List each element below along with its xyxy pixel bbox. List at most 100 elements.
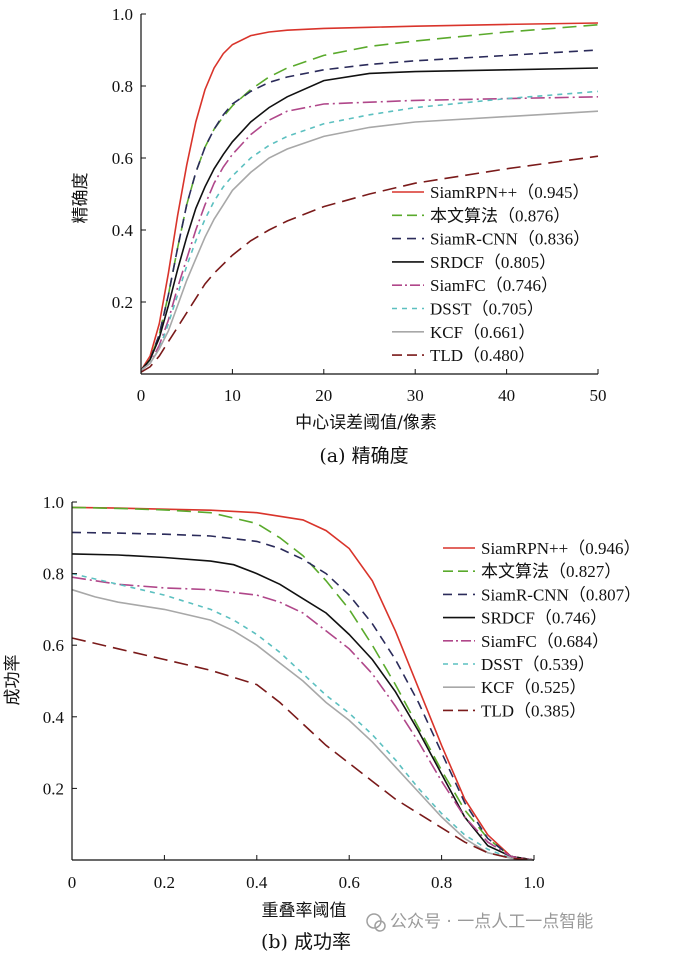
y-tick-label: 0.8 [43, 565, 64, 584]
watermark: 公众号 · 一点人工一点智能 [366, 912, 593, 932]
legend-label: DSST（0.539） [481, 655, 595, 674]
x-tick-label: 0 [137, 386, 146, 405]
y-tick-label: 0.4 [112, 221, 134, 240]
legend-label: SiamRPN++（0.945） [430, 183, 589, 202]
x-tick-label: 1.0 [523, 873, 544, 892]
legend: SiamRPN++（0.945） 本文算法（0.876） SiamR-CNN （0.8… [392, 183, 590, 365]
legend-series-score: （0.945） [517, 183, 589, 202]
legend-series-score: （0.746） [486, 276, 558, 295]
legend-label: KCF（0.525） [481, 678, 586, 697]
series-line-siamr-cnn [71, 531, 535, 861]
legend-item: KCF（0.525） [443, 678, 586, 697]
series-line-siamr-cnn [140, 49, 599, 371]
legend-series-score: （0.480） [463, 346, 535, 365]
legend-label: TLD（0.480） [430, 346, 535, 365]
series-line-kcf [140, 110, 599, 372]
legend-series-score: （0.827） [549, 562, 621, 581]
legend-item: TLD（0.480） [392, 346, 535, 365]
legend-label: KCF（0.661） [430, 323, 535, 342]
series-line-siamrpn- [140, 22, 599, 371]
legend-item: DSST（0.705） [392, 300, 544, 319]
watermark-text: 公众号 · 一点人工一点智能 [390, 912, 593, 932]
series-line-proposed [71, 506, 535, 861]
legend-series-score: （0.807） [569, 585, 641, 604]
success-rate-chart: 0 0.2 0.4 0.6 0.8 1.0 0.2 0.4 0.6 0.8 1.0 重叠率阈值 成功… [3, 493, 641, 953]
x-tick-label: 20 [315, 386, 332, 405]
legend-series-score: （0.705） [472, 300, 544, 319]
legend-series-name: SiamRPN++ [481, 539, 568, 558]
legend-series-score: （0.525） [514, 678, 586, 697]
legend-series-score: （0.805） [484, 253, 556, 272]
x-tick-label: 0.2 [154, 873, 175, 892]
x-tick-label: 0.8 [431, 873, 452, 892]
series-layer [71, 506, 535, 861]
series-line-tld [71, 637, 535, 861]
legend-series-name: KCF [481, 678, 514, 697]
tick-labels: 0 10 20 30 40 50 0.2 0.4 0.6 0.8 1.0 [112, 5, 607, 405]
legend-series-name: SRDCF [430, 253, 484, 272]
tick-labels: 0 0.2 0.4 0.6 0.8 1.0 0.2 0.4 0.6 0.8 1.0 [43, 493, 545, 892]
legend-series-score: （0.946） [568, 539, 640, 558]
legend-item: 本文算法（0.827） [443, 562, 621, 581]
series-line-siamfc [71, 576, 535, 861]
legend-item: SiamRPN++（0.945） [392, 183, 589, 202]
legend-series-name: TLD [430, 346, 463, 365]
legend-label: SiamR-CNN（0.807） [481, 585, 641, 604]
y-tick-label: 0.8 [112, 77, 133, 96]
legend-item: SiamR-CNN（0.807） [443, 585, 641, 604]
legend-series-name: SiamRPN++ [430, 183, 517, 202]
legend-label: SiamFC（0.684） [481, 632, 609, 651]
series-line-tld [140, 155, 599, 373]
legend-series-name: TLD [481, 701, 514, 720]
legend-label: SRDCF（0.746） [481, 609, 607, 628]
legend-series-score: （0.539） [523, 655, 595, 674]
y-tick-label: 1.0 [43, 493, 64, 512]
y-tick-label: 0.2 [43, 779, 64, 798]
legend-series-name: DSST [481, 655, 523, 674]
y-tick-label: 0.4 [43, 708, 65, 727]
axes [71, 501, 535, 861]
series-line-siamrpn- [71, 506, 535, 861]
y-tick-label: 1.0 [112, 5, 133, 24]
legend-item: SRDCF（0.746） [443, 609, 607, 628]
series-line-srdcf [140, 67, 599, 371]
legend-series-score: （0.385） [514, 701, 586, 720]
y-axis-label: 精确度 [71, 173, 91, 224]
legend-label: SiamRPN++（0.946） [481, 539, 640, 558]
series-line-siamfc [140, 96, 599, 372]
legend-item: KCF（0.661） [392, 323, 535, 342]
legend-label: TLD（0.385） [481, 701, 586, 720]
legend-series-name: SiamR-CNN [481, 585, 569, 604]
axes [140, 13, 599, 375]
legend-series-name: 本文算法 [481, 562, 549, 581]
y-axis-label: 成功率 [3, 655, 23, 706]
x-axis-label: 中心误差阈值/像素 [295, 413, 437, 433]
x-tick-label: 50 [590, 386, 607, 405]
wechat-icon-dot [374, 920, 386, 932]
legend-series-score: （0.746） [535, 609, 607, 628]
series-line-srdcf [71, 553, 535, 861]
legend-series-name: SRDCF [481, 609, 535, 628]
x-axis-label: 重叠率阈值 [262, 901, 347, 921]
y-tick-label: 0.6 [43, 636, 64, 655]
x-tick-label: 0.4 [246, 873, 268, 892]
legend-series-name: SiamR-CNN [430, 230, 518, 249]
legend-label: 本文算法（0.876） [430, 206, 570, 225]
legend-item: 本文算法（0.876） [392, 206, 570, 225]
legend-label: SiamFC（0.746） [430, 276, 558, 295]
y-tick-label: 0.2 [112, 293, 133, 312]
legend-item: SRDCF（0.805） [392, 253, 556, 272]
legend-series-name: SiamFC [481, 632, 537, 651]
series-layer [140, 22, 599, 373]
legend-label: SRDCF（0.805） [430, 253, 556, 272]
legend-label: 本文算法（0.827） [481, 562, 621, 581]
legend-series-name: DSST [430, 300, 472, 319]
legend-item: SiamFC（0.684） [443, 632, 609, 651]
legend-label: DSST（0.705） [430, 300, 544, 319]
legend-series-name: 本文算法 [430, 206, 498, 225]
precision-chart: 0 10 20 30 40 50 0.2 0.4 0.6 0.8 1.0 中心误差阈值/像素 精确度… [71, 5, 607, 467]
legend-series-name: KCF [430, 323, 463, 342]
series-line-dsst [71, 572, 535, 861]
x-tick-label: 0.6 [339, 873, 360, 892]
